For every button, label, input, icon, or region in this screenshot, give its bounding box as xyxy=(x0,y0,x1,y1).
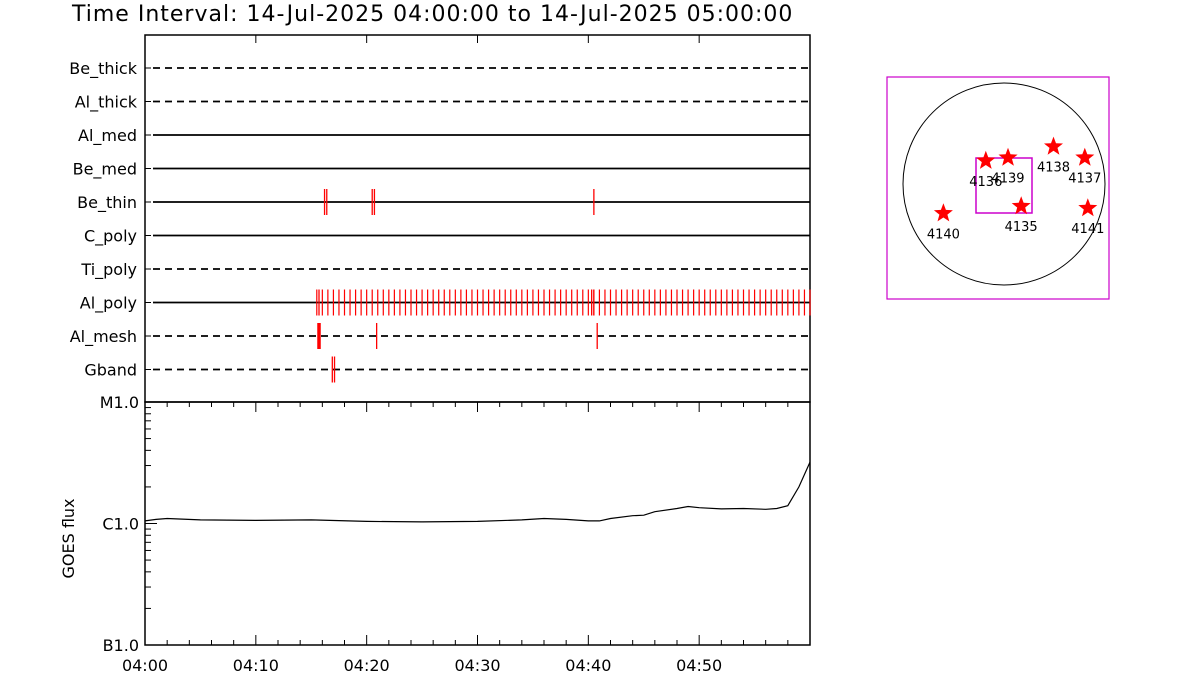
x-tick-label: 04:30 xyxy=(454,656,500,675)
goes-flux-panel: M1.0 C1.0 B1.0 GOES flux 04:00 04:10 04:20 04:3… xyxy=(59,393,811,675)
region-star-marker xyxy=(933,203,953,222)
goes-flux-line xyxy=(144,461,811,523)
y-tick-label: B1.0 xyxy=(103,636,139,655)
event-timeline-panel: Be_thick Al_thick Al_med Be_med Be_thin C_pol… xyxy=(69,34,811,403)
region-star-marker xyxy=(998,147,1018,166)
channel-label: Al_mesh xyxy=(70,327,137,347)
region-label: 4135 xyxy=(1005,220,1038,235)
region-label: 4136 xyxy=(969,175,1002,190)
y-axis-label: GOES flux xyxy=(59,498,78,578)
region-star-marker xyxy=(1078,198,1098,217)
channel-label: Be_thick xyxy=(69,59,137,79)
region-label: 4141 xyxy=(1071,222,1104,237)
channel-label: Al_poly xyxy=(80,294,137,314)
x-tick-label: 04:00 xyxy=(122,656,168,675)
region-star-marker xyxy=(1011,196,1031,215)
x-tick-label: 04:10 xyxy=(233,656,279,675)
region-label: 4137 xyxy=(1068,172,1101,187)
y-tick-label: M1.0 xyxy=(100,393,139,412)
region-label: 4140 xyxy=(927,227,960,242)
region-star-marker xyxy=(976,150,996,169)
x-tick-label: 04:20 xyxy=(344,656,390,675)
channel-label: Ti_poly xyxy=(80,260,137,280)
map-frame xyxy=(886,76,1110,300)
region-label: 4138 xyxy=(1037,161,1070,176)
x-tick-label: 04:50 xyxy=(676,656,722,675)
y-tick-label: C1.0 xyxy=(102,515,139,534)
channel-label: Be_thin xyxy=(77,193,137,213)
goes-frame xyxy=(144,401,811,646)
chart-title: Time Interval: 14-Jul-2025 04:00:00 to 1… xyxy=(72,2,794,27)
region-label: 4139 xyxy=(991,172,1024,187)
region-star-marker xyxy=(1075,147,1095,166)
channel-label: Al_thick xyxy=(75,93,138,113)
timeline-frame xyxy=(144,34,811,403)
channel-label: Al_med xyxy=(78,126,137,146)
channel-label: Be_med xyxy=(73,160,137,180)
channel-label: C_poly xyxy=(84,227,137,247)
solar-disk xyxy=(902,82,1106,286)
region-star-marker xyxy=(1044,136,1063,155)
channel-label: Gband xyxy=(84,361,137,380)
x-tick-label: 04:40 xyxy=(565,656,611,675)
